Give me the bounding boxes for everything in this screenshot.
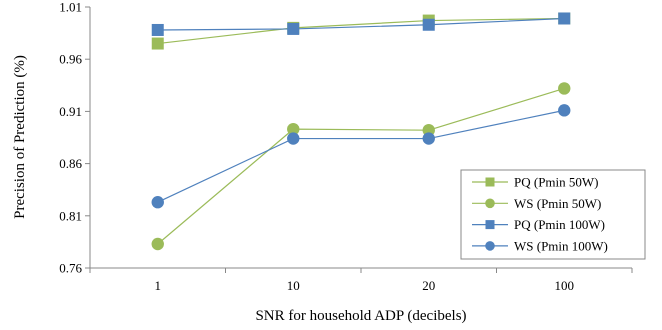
series-ws-pmin-100w (151, 104, 571, 209)
legend-label: PQ (Pmin 50W) (514, 175, 599, 190)
legend-item: WS (Pmin 50W) (472, 196, 601, 211)
data-point (558, 12, 571, 25)
x-axis-title: SNR for household ADP (decibels) (255, 308, 466, 324)
y-tick-label: 0.86 (59, 156, 82, 171)
x-tick-label: 10 (287, 278, 300, 293)
data-point (422, 18, 435, 31)
legend-item: PQ (Pmin 100W) (472, 217, 605, 232)
x-tick-label: 20 (422, 278, 435, 293)
y-tick-label: 0.81 (59, 208, 82, 223)
legend-label: WS (Pmin 50W) (514, 196, 601, 211)
y-tick-label: 1.01 (59, 0, 82, 15)
legend-label: WS (Pmin 100W) (514, 238, 608, 253)
data-point (151, 196, 164, 209)
series-pq-pmin-100w (151, 12, 571, 36)
series-line (157, 109, 565, 203)
data-point (558, 82, 571, 95)
series-ws-pmin-50w (151, 82, 571, 251)
series-layer (151, 12, 571, 251)
series-line (157, 17, 565, 31)
x-ticks: 1 10 20 100 (89, 268, 633, 293)
legend-label: PQ (Pmin 100W) (514, 217, 605, 232)
x-tick-label: 1 (155, 278, 162, 293)
data-point (151, 37, 164, 50)
legend: PQ (Pmin 50W) WS (Pmin 50W) PQ (Pmin 100W)… (460, 169, 646, 260)
x-tick-label: 100 (555, 278, 575, 293)
data-point (287, 22, 300, 35)
data-point (558, 104, 571, 117)
legend-marker (485, 241, 495, 251)
y-tick-label: 0.91 (59, 104, 82, 119)
y-tick-label: 0.76 (59, 261, 82, 276)
legend-marker (485, 177, 495, 187)
data-point (422, 132, 435, 145)
series-pq-pmin-50w (151, 12, 571, 50)
series-line (157, 87, 565, 245)
data-point (151, 237, 164, 251)
data-point (287, 122, 300, 136)
y-ticks: 0.76 0.81 0.86 0.91 0.96 1.01 (59, 0, 90, 276)
y-tick-label: 0.96 (59, 52, 82, 67)
data-point (151, 23, 164, 36)
legend-item: WS (Pmin 100W) (472, 238, 608, 253)
legend-marker (485, 198, 495, 209)
legend-marker (485, 220, 495, 230)
legend-item: PQ (Pmin 50W) (472, 175, 599, 190)
y-axis-title: Precision of Prediction (%) (12, 55, 28, 219)
series-line (157, 17, 565, 45)
data-point (287, 132, 300, 145)
